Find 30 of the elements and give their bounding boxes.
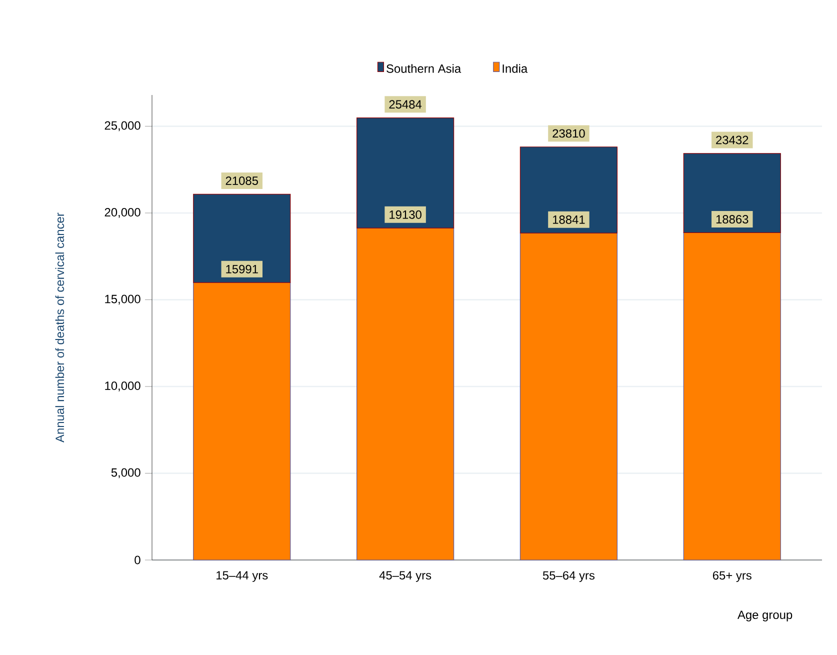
y-tick-label: 20,000 bbox=[104, 208, 140, 218]
data-label: 19130 bbox=[390, 210, 422, 219]
x-tick-label: 65+ yrs bbox=[712, 571, 752, 582]
bar bbox=[356, 228, 454, 560]
legend-label: India bbox=[502, 64, 528, 73]
y-tick-label: 15,000 bbox=[105, 294, 140, 305]
legend-label: Southern Asia bbox=[386, 64, 462, 73]
total-label: 23810 bbox=[552, 129, 585, 138]
y-tick-label: 10,000 bbox=[105, 382, 140, 392]
x-tick-label: 15–44 yrs bbox=[216, 571, 268, 582]
total-label: 21085 bbox=[226, 176, 258, 185]
y-axis-title: Annual number of deaths of cervical cancer bbox=[55, 212, 64, 442]
y-tick-label: 5,000 bbox=[111, 468, 140, 478]
x-axis-title: Age group bbox=[737, 610, 792, 622]
total-label: 23432 bbox=[716, 136, 748, 144]
bar bbox=[520, 232, 618, 560]
bar bbox=[520, 146, 618, 234]
bar bbox=[356, 118, 454, 228]
bar bbox=[193, 282, 291, 560]
data-label: 18841 bbox=[552, 215, 585, 224]
bar bbox=[683, 232, 781, 560]
bar bbox=[193, 194, 291, 283]
x-tick-label: 55–64 yrs bbox=[542, 571, 595, 582]
y-tick-label: 25,000 bbox=[104, 121, 140, 132]
data-label: 15991 bbox=[226, 264, 258, 274]
x-tick-label: 45–54 yrs bbox=[379, 571, 432, 582]
data-label: 18863 bbox=[716, 215, 748, 224]
total-label: 25484 bbox=[389, 100, 422, 109]
y-tick-label: 0 bbox=[134, 556, 140, 564]
bar bbox=[683, 153, 781, 234]
